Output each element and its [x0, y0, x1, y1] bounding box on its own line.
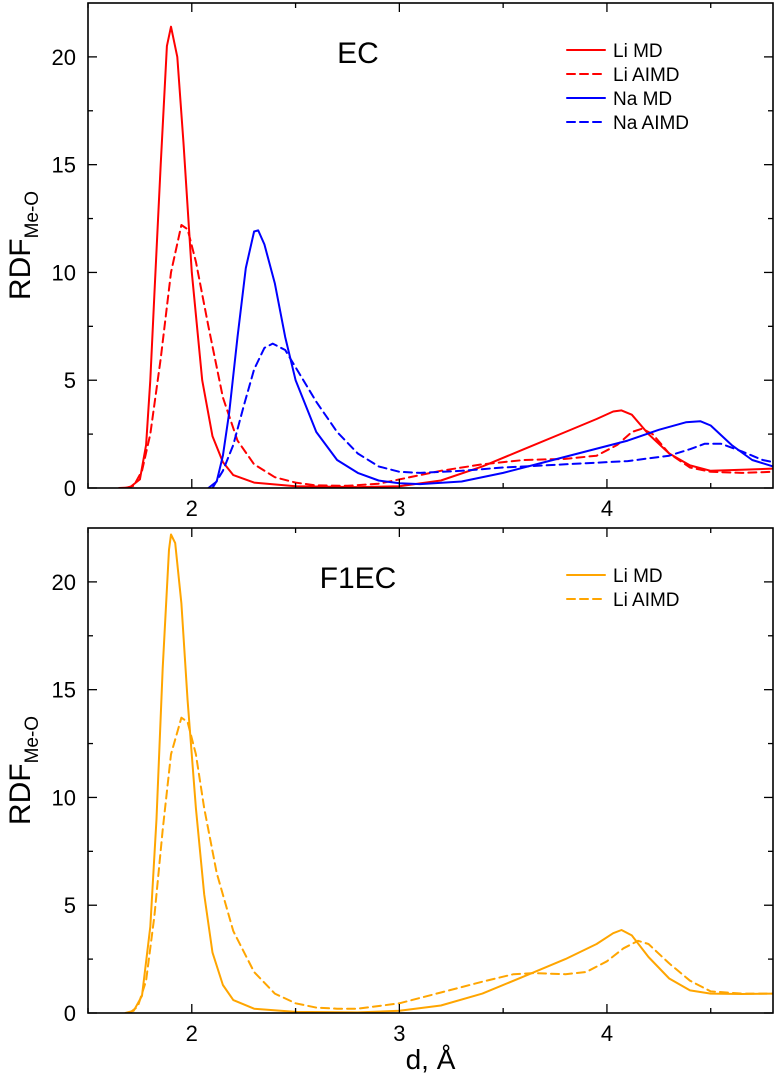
y-axis-label-subscript: Me-O — [22, 716, 43, 764]
plot-frame — [87, 527, 774, 1014]
series-line-li-aimd — [128, 716, 773, 1013]
series-line-li-aimd — [124, 224, 773, 488]
legend: Li MD Li AIMD Na MD Na AIMD — [566, 41, 689, 134]
y-axis-label-main: RDF — [4, 763, 37, 825]
y-axis-label-subscript: Me-O — [22, 191, 43, 239]
y-axis-label: RDFMe-O — [4, 716, 43, 825]
y-tick-label: 5 — [64, 893, 76, 918]
legend-label: Na MD — [613, 89, 672, 110]
y-tick-label: 15 — [52, 153, 76, 178]
y-tick-label: 0 — [64, 476, 76, 501]
plot-frame — [87, 2, 774, 489]
legend-label: Li MD — [613, 41, 663, 62]
y-tick-label: 10 — [52, 260, 76, 285]
panel-title: F1EC — [320, 562, 397, 595]
panel-title: EC — [337, 37, 379, 70]
x-axis-label: d, Å — [406, 1044, 456, 1075]
y-tick-label: 0 — [64, 1001, 76, 1026]
y-tick-label: 10 — [52, 785, 76, 810]
legend-label: Li MD — [613, 566, 663, 587]
panel-f1ec: 2 3 4 0 5 10 15 20 F1EC RDFMe-O d, Å Li MD Li AI… — [4, 527, 774, 1075]
legend-label: Li AIMD — [613, 590, 680, 611]
series-line-na-aimd — [211, 342, 773, 488]
y-tick-label: 20 — [52, 570, 76, 595]
y-axis-label-main: RDF — [4, 238, 37, 300]
x-tick-label: 2 — [186, 496, 198, 521]
ticks-group: 2 3 4 0 5 10 15 20 — [52, 528, 773, 1046]
legend-label: Li AIMD — [613, 65, 680, 86]
panel-ec: 2 3 4 0 5 10 15 20 EC RDFMe-O Li MD Li AIMD Na MD… — [4, 2, 774, 521]
series-line-li-md — [118, 25, 773, 488]
x-tick-label: 3 — [393, 496, 405, 521]
y-tick-label: 15 — [52, 678, 76, 703]
legend-label: Na AIMD — [613, 113, 689, 134]
x-tick-label: 3 — [393, 1021, 405, 1046]
series-line-na-md — [207, 229, 773, 488]
y-axis-label: RDFMe-O — [4, 191, 43, 300]
y-tick-label: 20 — [52, 45, 76, 70]
series-group — [118, 25, 773, 488]
series-group — [124, 533, 773, 1013]
series-line-li-md — [124, 533, 773, 1013]
legend: Li MD Li AIMD — [566, 566, 680, 611]
x-tick-label: 2 — [186, 1021, 198, 1046]
x-tick-label: 4 — [601, 1021, 613, 1046]
ticks-group: 2 3 4 0 5 10 15 20 — [52, 3, 773, 521]
x-tick-label: 4 — [601, 496, 613, 521]
y-tick-label: 5 — [64, 368, 76, 393]
